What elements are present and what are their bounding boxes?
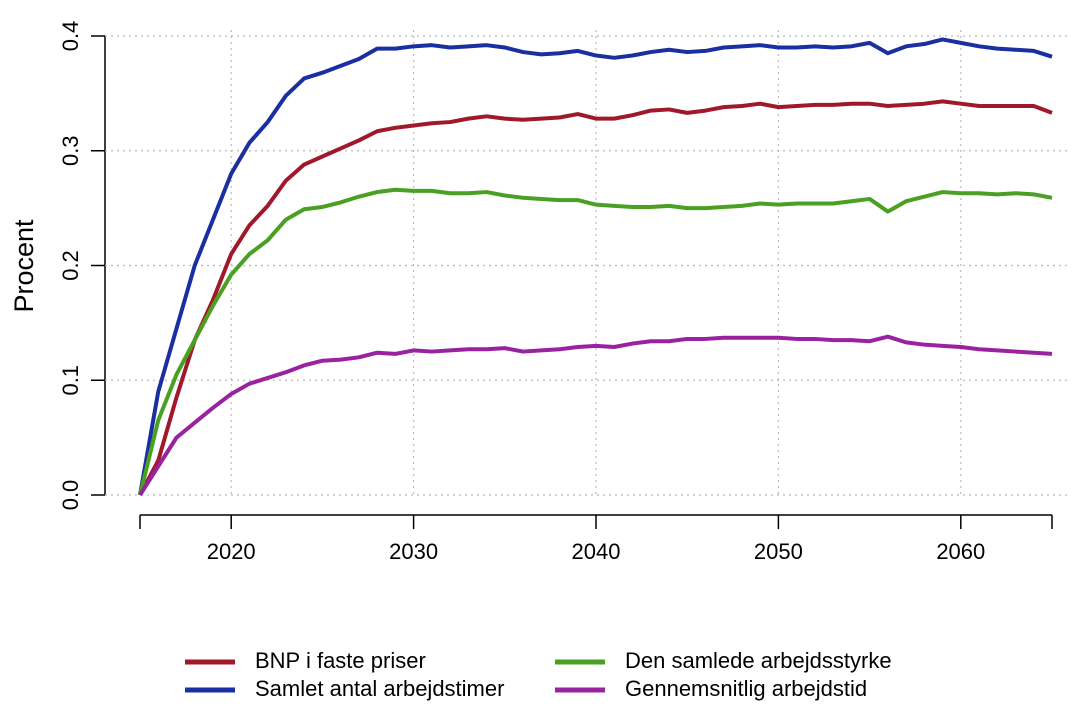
x-tick-label: 2020	[207, 539, 256, 564]
x-tick-label: 2060	[936, 539, 985, 564]
legend-label: BNP i faste priser	[255, 648, 426, 673]
series-line	[138, 99, 1053, 496]
legend-label: Samlet antal arbejdstimer	[255, 676, 504, 701]
series-line	[138, 187, 1053, 496]
x-tick-label: 2050	[754, 539, 803, 564]
legend-label: Gennemsnitlig arbejdstid	[625, 676, 867, 701]
y-tick-label: 0.4	[58, 21, 83, 52]
y-axis-label: Procent	[9, 219, 39, 313]
series-line	[138, 334, 1053, 497]
series-line	[138, 37, 1053, 496]
legend-label: Den samlede arbejdsstyrke	[625, 648, 892, 673]
y-tick-label: 0.2	[58, 250, 83, 281]
y-tick-label: 0.0	[58, 480, 83, 511]
x-tick-label: 2030	[389, 539, 438, 564]
y-tick-label: 0.1	[58, 365, 83, 396]
x-tick-label: 2040	[572, 539, 621, 564]
y-tick-label: 0.3	[58, 135, 83, 166]
